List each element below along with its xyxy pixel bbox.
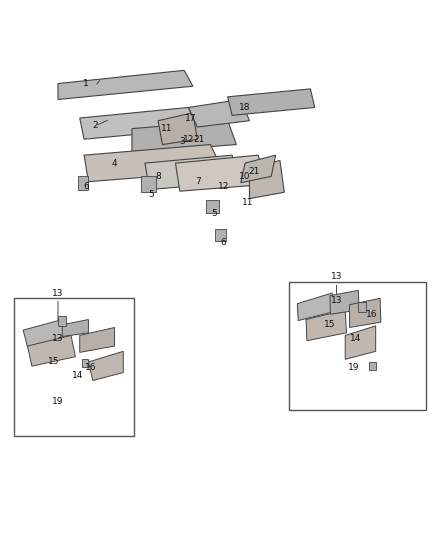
Text: 5: 5 <box>148 190 155 199</box>
Text: 15: 15 <box>48 358 60 367</box>
Polygon shape <box>297 293 334 320</box>
Bar <box>369 362 376 370</box>
Polygon shape <box>62 319 88 336</box>
Polygon shape <box>228 89 315 115</box>
Bar <box>215 229 226 241</box>
Text: 2: 2 <box>92 122 98 131</box>
Text: 4: 4 <box>112 159 117 167</box>
Text: 16: 16 <box>85 363 96 372</box>
Polygon shape <box>80 108 197 139</box>
Text: 13: 13 <box>331 271 342 280</box>
Text: 11: 11 <box>161 124 173 133</box>
Text: 19: 19 <box>52 397 64 406</box>
Text: 14: 14 <box>72 370 83 379</box>
Text: 8: 8 <box>155 172 161 181</box>
Text: 1: 1 <box>83 79 89 88</box>
Polygon shape <box>23 319 67 347</box>
Polygon shape <box>188 100 250 127</box>
Polygon shape <box>158 113 197 144</box>
Text: 6: 6 <box>83 182 89 191</box>
Bar <box>78 176 88 190</box>
Polygon shape <box>132 120 237 152</box>
Text: 19: 19 <box>348 363 360 372</box>
Polygon shape <box>241 155 276 183</box>
Bar <box>14 298 134 436</box>
Polygon shape <box>58 70 193 100</box>
Text: 12: 12 <box>183 135 194 144</box>
Text: 13: 13 <box>331 296 342 305</box>
Text: 21: 21 <box>248 166 259 175</box>
Polygon shape <box>84 144 223 182</box>
Text: 6: 6 <box>220 238 226 247</box>
Polygon shape <box>176 155 267 191</box>
Text: 18: 18 <box>239 103 251 112</box>
Bar <box>206 200 219 214</box>
Text: 16: 16 <box>366 310 377 319</box>
Polygon shape <box>28 335 75 366</box>
Text: 12: 12 <box>218 182 229 191</box>
Polygon shape <box>80 327 115 352</box>
Polygon shape <box>330 290 359 314</box>
Text: 15: 15 <box>324 320 336 329</box>
Text: 5: 5 <box>212 209 218 218</box>
Polygon shape <box>145 155 241 190</box>
Text: 14: 14 <box>350 334 362 343</box>
Text: 3: 3 <box>179 138 185 147</box>
Polygon shape <box>250 160 284 199</box>
Polygon shape <box>350 298 381 327</box>
Text: 10: 10 <box>239 172 251 181</box>
Bar <box>58 317 66 326</box>
Bar <box>141 176 156 192</box>
Text: 11: 11 <box>241 198 253 207</box>
Bar <box>289 282 426 410</box>
Bar <box>82 359 88 367</box>
Text: 21: 21 <box>194 135 205 144</box>
Polygon shape <box>88 351 123 381</box>
Text: 17: 17 <box>185 114 197 123</box>
Text: 7: 7 <box>196 177 201 186</box>
Polygon shape <box>345 326 376 359</box>
Text: 13: 13 <box>52 288 64 297</box>
Bar <box>358 302 366 312</box>
Text: 13: 13 <box>52 334 64 343</box>
Polygon shape <box>306 310 346 341</box>
